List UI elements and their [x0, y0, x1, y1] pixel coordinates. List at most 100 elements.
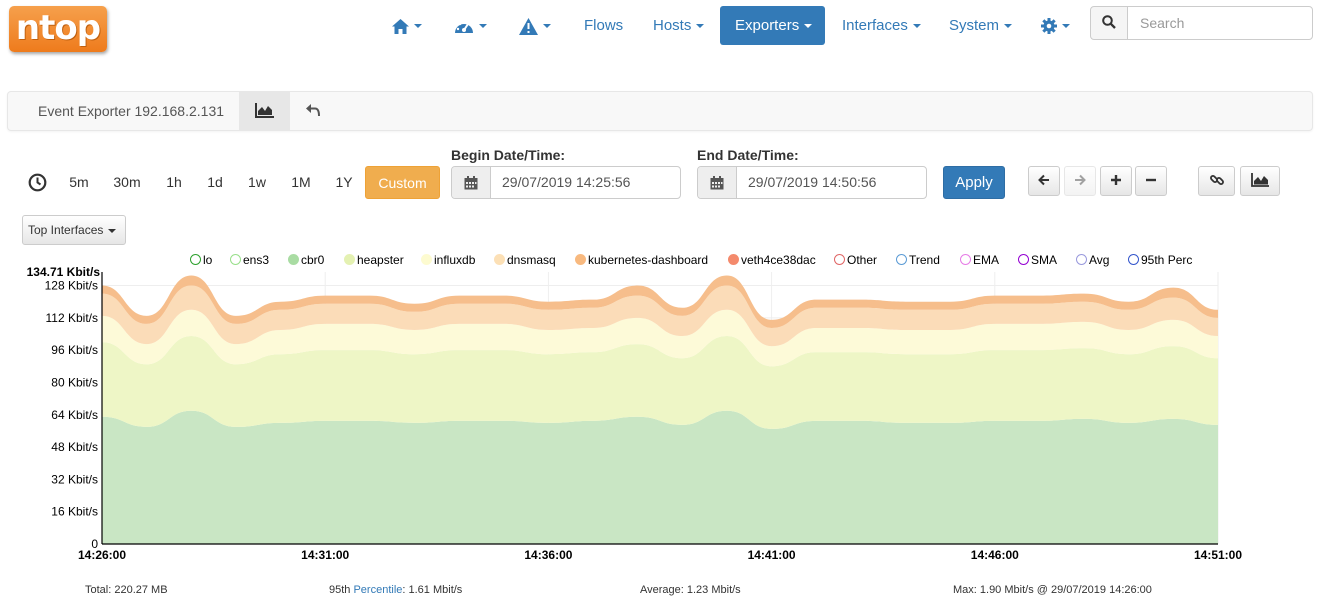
- area-series-influxdb[interactable]: [102, 309, 1218, 367]
- nav-system-label: System: [949, 17, 1000, 34]
- dashboard-icon: [454, 17, 474, 34]
- legend-item-veth4ce38dac[interactable]: veth4ce38dac: [728, 252, 816, 268]
- end-datetime-field[interactable]: 29/07/2019 14:50:56: [697, 166, 927, 199]
- begin-datetime-field[interactable]: 29/07/2019 14:25:56: [451, 166, 681, 199]
- search-button[interactable]: [1090, 6, 1128, 40]
- permalink-button[interactable]: [1198, 166, 1235, 196]
- range-1M-button[interactable]: 1M: [291, 174, 311, 190]
- legend-label: veth4ce38dac: [741, 253, 816, 267]
- home-icon: [392, 17, 409, 34]
- nav-settings[interactable]: [1026, 6, 1085, 45]
- calendar-icon[interactable]: [452, 167, 491, 198]
- zoom-in-button[interactable]: [1100, 166, 1132, 196]
- nav-system[interactable]: System: [934, 6, 1027, 45]
- nav-alerts[interactable]: [504, 6, 566, 45]
- end-datetime-value: 29/07/2019 14:50:56: [748, 174, 877, 190]
- top-interfaces-dropdown[interactable]: Top Interfaces: [22, 215, 126, 245]
- x-tick-label: 14:26:00: [78, 548, 126, 562]
- chevron-down-icon: [804, 24, 813, 29]
- nav-interfaces[interactable]: Interfaces: [827, 6, 936, 45]
- range-1w-button[interactable]: 1w: [248, 174, 266, 190]
- legend-label: dnsmasq: [507, 253, 556, 267]
- nav-flows-label: Flows: [584, 17, 624, 34]
- legend-item-ema[interactable]: EMA: [960, 252, 999, 268]
- exporter-navbar: Event Exporter 192.168.2.131: [7, 91, 1313, 131]
- area-series-dnsmasq[interactable]: [102, 285, 1218, 347]
- tab-chart[interactable]: [239, 92, 290, 130]
- legend-item-ens3[interactable]: ens3: [230, 252, 269, 268]
- y-tick-label: 16 Kbit/s: [51, 505, 98, 519]
- alert-icon: [519, 17, 538, 35]
- legend-item-heapster[interactable]: heapster: [344, 252, 404, 268]
- chart-type-button[interactable]: [1240, 166, 1280, 196]
- link-icon: [1209, 173, 1224, 190]
- chevron-down-icon: [1062, 24, 1070, 29]
- nav-exporters[interactable]: Exporters: [720, 6, 825, 45]
- search-icon: [1102, 14, 1116, 32]
- pan-right-button[interactable]: [1064, 166, 1096, 196]
- nav-hosts[interactable]: Hosts: [638, 6, 719, 45]
- ntop-logo[interactable]: ntop: [9, 6, 107, 52]
- legend-label: Other: [847, 253, 878, 267]
- x-tick-label: 14:31:00: [301, 548, 349, 562]
- nav-flows[interactable]: Flows: [569, 6, 638, 45]
- range-1h-button[interactable]: 1h: [166, 174, 182, 190]
- range-1d-button[interactable]: 1d: [207, 174, 223, 190]
- legend-label: kubernetes-dashboard: [588, 253, 709, 267]
- clock-icon: [28, 173, 47, 195]
- average-stat: Average: 1.23 Mbit/s: [640, 584, 741, 596]
- begin-datetime-value: 29/07/2019 14:25:56: [502, 174, 631, 190]
- area-series-cbr0[interactable]: [102, 410, 1218, 544]
- area-series-heapster[interactable]: [102, 336, 1218, 429]
- legend-item-dnsmasq[interactable]: dnsmasq: [494, 252, 556, 268]
- legend-label: SMA: [1031, 253, 1058, 267]
- range-5m-button[interactable]: 5m: [69, 174, 89, 190]
- reply-icon: [305, 103, 321, 120]
- nav-dashboard[interactable]: [439, 6, 502, 45]
- traffic-area-chart[interactable]: 0 16 Kbit/s 32 Kbit/s 48 Kbit/s 64 Kbit/s 80 …: [0, 262, 1318, 562]
- nav-exporters-label: Exporters: [735, 17, 800, 34]
- area-series-kubernetes-dashboard[interactable]: [102, 275, 1218, 328]
- legend-swatch: [575, 254, 586, 265]
- legend-item-kubernetes-dashboard[interactable]: kubernetes-dashboard: [575, 252, 708, 268]
- range-1Y-button[interactable]: 1Y: [335, 174, 353, 190]
- percentile-link[interactable]: Percentile: [353, 584, 403, 596]
- x-tick-label: 14:51:00: [1194, 548, 1242, 562]
- legend-item-sma[interactable]: SMA: [1018, 252, 1057, 268]
- y-tick-label: 64 Kbit/s: [51, 408, 98, 422]
- y-tick-label: 112 Kbit/s: [46, 311, 98, 325]
- percentile-stat: 95th Percentile: 1.61 Mbit/s: [329, 584, 462, 596]
- chevron-down-icon: [696, 24, 705, 29]
- calendar-icon[interactable]: [698, 167, 737, 198]
- legend-item-cbr0[interactable]: cbr0: [288, 252, 324, 268]
- legend-item-lo[interactable]: lo: [190, 252, 212, 268]
- range-custom-button[interactable]: Custom: [365, 166, 440, 199]
- zoom-out-button[interactable]: [1135, 166, 1167, 196]
- legend-label: EMA: [973, 253, 1000, 267]
- apply-button[interactable]: Apply: [943, 166, 1005, 199]
- percentile-prefix: 95th: [329, 584, 354, 596]
- chevron-down-icon: [108, 228, 117, 233]
- legend-item-trend[interactable]: Trend: [896, 252, 940, 268]
- legend-swatch: [1128, 254, 1139, 265]
- x-tick-label: 14:36:00: [524, 548, 572, 562]
- legend-swatch: [230, 254, 241, 265]
- end-datetime-label: End Date/Time:: [697, 147, 799, 163]
- search-input[interactable]: [1127, 6, 1313, 40]
- legend-item-influxdb[interactable]: influxdb: [421, 252, 475, 268]
- pan-left-button[interactable]: [1028, 166, 1060, 196]
- nav-home[interactable]: [377, 6, 437, 45]
- arrow-right-icon: [1074, 173, 1086, 189]
- area-chart-icon: [1250, 172, 1270, 190]
- legend-label: 95th Perc: [1141, 253, 1193, 267]
- back-button[interactable]: [293, 92, 333, 130]
- legend-swatch: [288, 254, 299, 265]
- legend-label: cbr0: [301, 253, 325, 267]
- legend-swatch: [728, 254, 739, 265]
- plus-icon: [1110, 173, 1122, 189]
- legend-label: heapster: [357, 253, 404, 267]
- legend-item-avg[interactable]: Avg: [1076, 252, 1109, 268]
- range-30m-button[interactable]: 30m: [113, 174, 141, 190]
- legend-item-other[interactable]: Other: [834, 252, 877, 268]
- legend-item-95th-perc[interactable]: 95th Perc: [1128, 252, 1192, 268]
